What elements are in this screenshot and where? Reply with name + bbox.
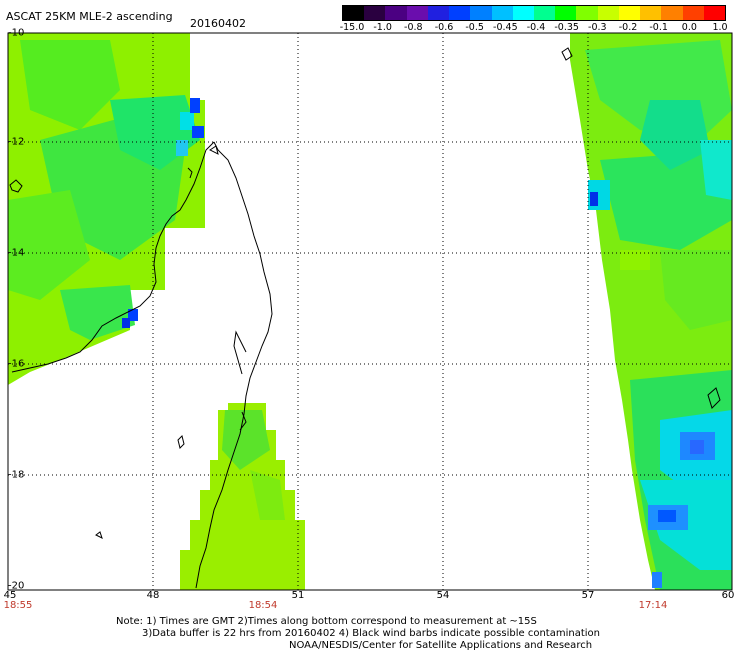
colorbar-swatch xyxy=(703,6,725,20)
lon-label-54: 54 xyxy=(436,590,450,601)
colorbar-swatch xyxy=(427,6,450,20)
colorbar-label: 1.0 xyxy=(712,22,728,33)
lat-label-12: -12 xyxy=(8,136,25,148)
colorbar-label: -0.8 xyxy=(404,22,423,33)
product-title: ASCAT 25KM MLE-2 ascending xyxy=(6,10,173,23)
colorbar-swatch xyxy=(364,6,386,20)
colorbar-swatch xyxy=(533,6,556,20)
map-frame xyxy=(7,32,733,591)
time-label-middle: 18:54 xyxy=(248,600,278,611)
colorbar-swatch xyxy=(618,6,641,20)
lat-label-14: -14 xyxy=(8,247,25,259)
colorbar-swatch xyxy=(597,6,619,20)
colorbar-swatch xyxy=(385,6,407,20)
colorbar-swatch xyxy=(343,6,365,20)
lon-label-48: 48 xyxy=(146,590,160,601)
colorbar-label: -0.1 xyxy=(649,22,668,33)
colorbar-label: -0.5 xyxy=(465,22,484,33)
lon-label-51: 51 xyxy=(291,590,305,601)
colorbar-label: -0.4 xyxy=(526,22,546,33)
note-line-1: Note: 1) Times are GMT 2)Times along bot… xyxy=(116,616,537,627)
colorbar-swatch xyxy=(661,6,683,20)
colorbar-label: -0.6 xyxy=(434,22,454,33)
colorbar-label: -1.0 xyxy=(373,22,392,33)
lon-label-60: 60 xyxy=(721,590,735,601)
colorbar-swatch xyxy=(576,6,598,20)
lat-label-20: -20 xyxy=(8,580,25,592)
note-line-2: 3)Data buffer is 22 hrs from 20160402 4)… xyxy=(142,628,600,639)
lat-label-18: -18 xyxy=(8,469,25,481)
colorbar-swatch xyxy=(555,6,577,20)
colorbar-swatch xyxy=(491,6,513,20)
lon-label-57: 57 xyxy=(581,590,595,601)
middle-swath xyxy=(180,403,305,590)
colorbar-swatch xyxy=(640,6,662,20)
colorbar-swatch xyxy=(682,6,704,20)
colorbar-swatch xyxy=(406,6,428,20)
lat-label-16: -16 xyxy=(8,358,25,370)
right-swath xyxy=(570,33,732,590)
colorbar-swatch xyxy=(449,6,471,20)
colorbar-label: -0.2 xyxy=(618,22,638,33)
note-line-3: NOAA/NESDIS/Center for Satellite Applica… xyxy=(289,640,593,651)
time-label-left: 18:55 xyxy=(3,600,33,611)
lon-label-45: 45 xyxy=(3,590,17,601)
colorbar-label: -15.0 xyxy=(339,22,365,33)
coastlines xyxy=(9,47,721,589)
colorbar-swatch xyxy=(470,6,492,20)
colorbar-label: 0.0 xyxy=(681,22,697,33)
colorbar-label: -0.3 xyxy=(588,22,607,33)
colorbar xyxy=(342,5,726,21)
colorbar-label: -0.45 xyxy=(493,22,518,33)
left-swath xyxy=(8,33,205,385)
lat-label-10: -10 xyxy=(8,27,25,39)
time-label-right: 17:14 xyxy=(638,600,668,611)
colorbar-label: -0.35 xyxy=(554,22,579,33)
graticule xyxy=(8,33,732,590)
colorbar-swatch xyxy=(512,6,534,20)
product-date: 20160402 xyxy=(190,17,246,30)
